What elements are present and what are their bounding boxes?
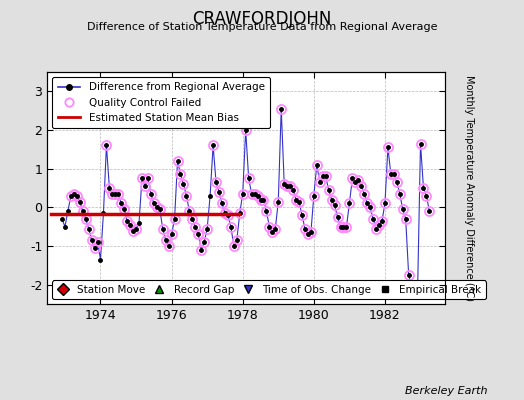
- Text: Berkeley Earth: Berkeley Earth: [405, 386, 487, 396]
- Text: Difference of Station Temperature Data from Regional Average: Difference of Station Temperature Data f…: [87, 22, 437, 32]
- Y-axis label: Monthly Temperature Anomaly Difference (°C): Monthly Temperature Anomaly Difference (…: [464, 75, 474, 301]
- Text: CRAWFORDJOHN: CRAWFORDJOHN: [192, 10, 332, 28]
- Legend: Station Move, Record Gap, Time of Obs. Change, Empirical Break: Station Move, Record Gap, Time of Obs. C…: [52, 280, 486, 299]
